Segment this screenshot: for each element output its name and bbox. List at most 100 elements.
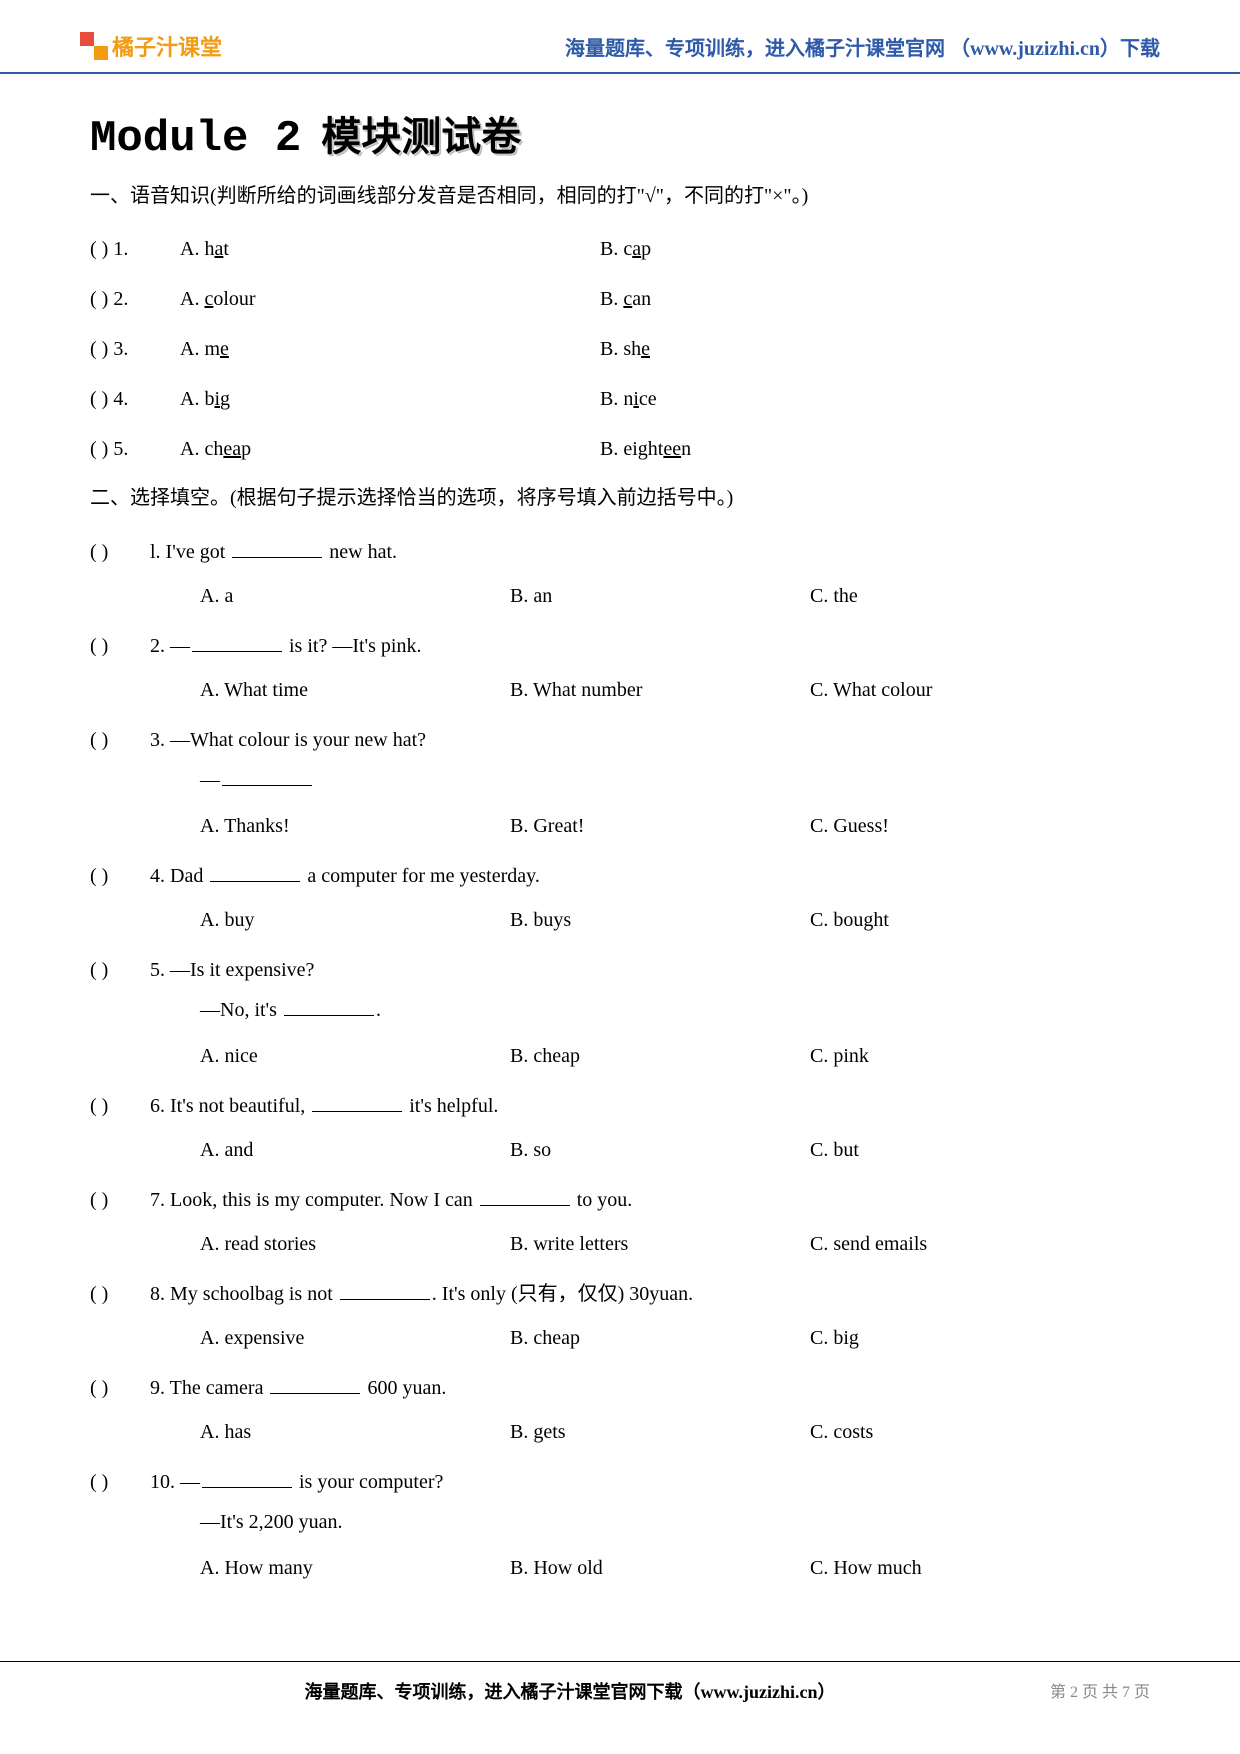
phonics-row: ( ) 3. A. meB. she <box>90 330 1150 368</box>
option-c: C. Guess! <box>810 806 1150 846</box>
title-row: Module 2 模块测试卷 <box>90 104 1150 164</box>
option-c: C. How much <box>810 1548 1150 1588</box>
logo: 橘子汁课堂 <box>80 30 222 62</box>
stem-text: 4. Dad a computer for me yesterday. <box>150 856 540 896</box>
option-c: C. pink <box>810 1036 1150 1076</box>
phonics-body: A. colourB. can <box>180 280 1150 318</box>
option-b: B. can <box>600 280 1150 318</box>
mc-options: A. hasB. getsC. costs <box>90 1412 1150 1452</box>
logo-text: 橘子汁课堂 <box>112 30 222 62</box>
mc-question: ( ) 7. Look, this is my computer. Now I … <box>90 1180 1150 1264</box>
answer-paren[interactable]: ( ) <box>90 1180 150 1220</box>
phonics-row: ( ) 4. A. bigB. nice <box>90 380 1150 418</box>
mc-stem: ( ) 3. —What colour is your new hat? <box>90 720 1150 760</box>
option-c: C. big <box>810 1318 1150 1358</box>
footer-right: 第 2 页 共 7 页 <box>1050 1678 1150 1704</box>
option-a: A. How many <box>200 1548 510 1588</box>
response-line: — <box>90 760 1150 800</box>
section1-items: ( ) 1. A. hatB. cap( ) 2. A. colourB. ca… <box>90 230 1150 468</box>
mc-options: A. andB. soC. but <box>90 1130 1150 1170</box>
option-a: A. me <box>180 330 600 368</box>
module-title-cn: 模块测试卷 <box>321 104 521 162</box>
option-a: A. hat <box>180 230 600 268</box>
phonics-row: ( ) 2. A. colourB. can <box>90 280 1150 318</box>
mc-options: A. expensiveB. cheapC. big <box>90 1318 1150 1358</box>
mc-options: A. Thanks!B. Great!C. Guess! <box>90 806 1150 846</box>
option-a: A. colour <box>180 280 600 318</box>
answer-paren[interactable]: ( ) <box>90 532 150 572</box>
phonics-row: ( ) 5. A. cheapB. eighteen <box>90 430 1150 468</box>
module-label: Module 2 <box>90 114 301 164</box>
mc-stem: ( ) l. I've got new hat. <box>90 532 1150 572</box>
phonics-body: A. hatB. cap <box>180 230 1150 268</box>
mc-question: ( ) l. I've got new hat.A. aB. anC. the <box>90 532 1150 616</box>
mc-stem: ( ) 2. — is it? —It's pink. <box>90 626 1150 666</box>
mc-options: A. What timeB. What numberC. What colour <box>90 670 1150 710</box>
stem-text: 5. —Is it expensive? <box>150 950 314 990</box>
answer-paren[interactable]: ( ) <box>90 1462 150 1502</box>
option-a: A. What time <box>200 670 510 710</box>
answer-paren[interactable]: ( ) 5. <box>90 430 180 468</box>
answer-paren[interactable]: ( ) <box>90 1086 150 1126</box>
content: Module 2 模块测试卷 一、语音知识(判断所给的词画线部分发音是否相同，相… <box>0 74 1240 1588</box>
answer-paren[interactable]: ( ) 3. <box>90 330 180 368</box>
phonics-body: A. bigB. nice <box>180 380 1150 418</box>
mc-options: A. read storiesB. write lettersC. send e… <box>90 1224 1150 1264</box>
mc-stem: ( ) 5. —Is it expensive? <box>90 950 1150 990</box>
option-a: A. expensive <box>200 1318 510 1358</box>
page-header: 橘子汁课堂 海量题库、专项训练，进入橘子汁课堂官网 （www.juzizhi.c… <box>0 0 1240 74</box>
option-a: A. Thanks! <box>200 806 510 846</box>
mc-stem: ( ) 7. Look, this is my computer. Now I … <box>90 1180 1150 1220</box>
option-b: B. write letters <box>510 1224 810 1264</box>
answer-paren[interactable]: ( ) 2. <box>90 280 180 318</box>
answer-paren[interactable]: ( ) 1. <box>90 230 180 268</box>
mc-question: ( ) 5. —Is it expensive?—No, it's . A. ni… <box>90 950 1150 1076</box>
option-a: A. cheap <box>180 430 600 468</box>
answer-paren[interactable]: ( ) <box>90 720 150 760</box>
stem-text: 8. My schoolbag is not . It's only (只有，仅… <box>150 1274 693 1314</box>
mc-question: ( ) 6. It's not beautiful, it's helpful.… <box>90 1086 1150 1170</box>
option-c: C. but <box>810 1130 1150 1170</box>
option-c: C. the <box>810 576 1150 616</box>
answer-paren[interactable]: ( ) <box>90 1368 150 1408</box>
option-c: C. What colour <box>810 670 1150 710</box>
phonics-row: ( ) 1. A. hatB. cap <box>90 230 1150 268</box>
option-a: A. buy <box>200 900 510 940</box>
mc-stem: ( ) 8. My schoolbag is not . It's only (… <box>90 1274 1150 1314</box>
section1-heading: 一、语音知识(判断所给的词画线部分发音是否相同，相同的打"√"，不同的打"×"。… <box>90 178 1150 214</box>
response-line: —No, it's . <box>90 990 1150 1030</box>
stem-text: 2. — is it? —It's pink. <box>150 626 422 666</box>
phonics-body: A. cheapB. eighteen <box>180 430 1150 468</box>
stem-text: l. I've got new hat. <box>150 532 397 572</box>
option-b: B. she <box>600 330 1150 368</box>
option-b: B. an <box>510 576 810 616</box>
mc-stem: ( ) 4. Dad a computer for me yesterday. <box>90 856 1150 896</box>
option-b: B. nice <box>600 380 1150 418</box>
answer-paren[interactable]: ( ) 4. <box>90 380 180 418</box>
option-a: A. read stories <box>200 1224 510 1264</box>
mc-question: ( ) 3. —What colour is your new hat?— A. … <box>90 720 1150 846</box>
option-a: A. big <box>180 380 600 418</box>
section2-items: ( ) l. I've got new hat.A. aB. anC. the(… <box>90 532 1150 1588</box>
logo-icon <box>80 32 108 60</box>
footer-left: 海量题库、专项训练，进入橘子汁课堂官网下载（www.juzizhi.cn） <box>90 1678 1050 1704</box>
answer-paren[interactable]: ( ) <box>90 626 150 666</box>
stem-text: 3. —What colour is your new hat? <box>150 720 426 760</box>
mc-options: A. niceB. cheapC. pink <box>90 1036 1150 1076</box>
mc-question: ( ) 9. The camera 600 yuan.A. hasB. gets… <box>90 1368 1150 1452</box>
option-b: B. cheap <box>510 1318 810 1358</box>
mc-stem: ( ) 10. — is your computer? <box>90 1462 1150 1502</box>
answer-paren[interactable]: ( ) <box>90 1274 150 1314</box>
phonics-body: A. meB. she <box>180 330 1150 368</box>
option-b: B. What number <box>510 670 810 710</box>
response-line: —It's 2,200 yuan. <box>90 1502 1150 1542</box>
stem-text: 10. — is your computer? <box>150 1462 443 1502</box>
option-a: A. and <box>200 1130 510 1170</box>
answer-paren[interactable]: ( ) <box>90 856 150 896</box>
answer-paren[interactable]: ( ) <box>90 950 150 990</box>
option-c: C. bought <box>810 900 1150 940</box>
stem-text: 7. Look, this is my computer. Now I can … <box>150 1180 632 1220</box>
header-right-text: 海量题库、专项训练，进入橘子汁课堂官网 （www.juzizhi.cn）下载 <box>565 32 1160 61</box>
option-b: B. cap <box>600 230 1150 268</box>
option-a: A. a <box>200 576 510 616</box>
